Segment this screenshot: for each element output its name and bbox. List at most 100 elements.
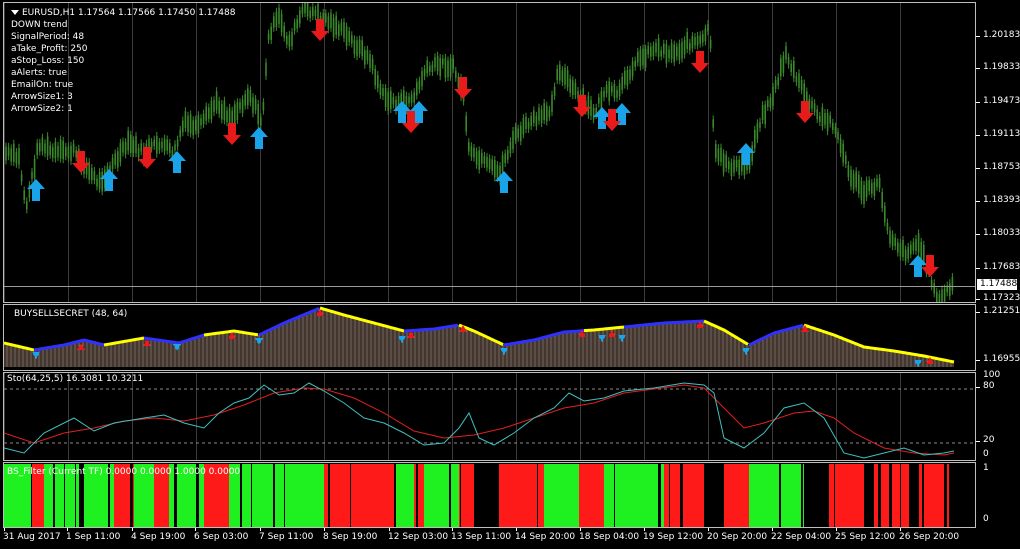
candle-body bbox=[735, 159, 738, 168]
candle-body bbox=[642, 48, 644, 66]
filter-gap bbox=[350, 464, 351, 527]
buysell-pane[interactable]: BUYSELLSECRET (48, 64) bbox=[3, 304, 976, 371]
filter-buy-bar bbox=[44, 464, 79, 527]
candle-body bbox=[559, 64, 561, 81]
candle-body bbox=[665, 43, 668, 64]
candle-body bbox=[85, 161, 88, 175]
time-label: 6 Sep 03:00 bbox=[194, 532, 249, 542]
param-line: aStop_Loss: 150 bbox=[11, 56, 85, 66]
candle-body bbox=[873, 181, 876, 196]
filter-gap bbox=[416, 464, 418, 527]
candle-body bbox=[798, 73, 800, 88]
candle-body bbox=[717, 148, 720, 162]
buy-arrow-icon bbox=[250, 127, 268, 149]
candle-body bbox=[361, 40, 363, 57]
candle-body bbox=[67, 146, 70, 159]
candle-body bbox=[897, 242, 899, 253]
candle-body bbox=[483, 155, 486, 164]
candle-body bbox=[811, 100, 813, 109]
trend-line bbox=[403, 323, 459, 333]
candle-body bbox=[296, 18, 298, 29]
candle-body bbox=[782, 55, 785, 73]
candle-body bbox=[75, 150, 77, 158]
price-tick: 1.17683 bbox=[983, 262, 1020, 272]
candle-body bbox=[312, 7, 314, 17]
candle-body bbox=[933, 283, 935, 294]
candle-body bbox=[57, 145, 59, 157]
candle-body bbox=[124, 142, 127, 155]
filter-sell-bar bbox=[204, 464, 229, 527]
candle-body bbox=[910, 244, 912, 255]
candle-body bbox=[306, 3, 309, 17]
buy-marker-icon bbox=[618, 335, 626, 342]
candle-body bbox=[416, 82, 418, 96]
main-chart-pane[interactable]: EURUSD,H1 1.17564 1.17566 1.17450 1.1748… bbox=[3, 2, 976, 303]
candle-body bbox=[696, 35, 699, 46]
candle-body bbox=[93, 171, 96, 181]
candle-body bbox=[793, 60, 795, 79]
filter-gap bbox=[273, 464, 275, 527]
candle-body bbox=[616, 90, 618, 98]
candle-body bbox=[161, 141, 163, 149]
candle-body bbox=[767, 100, 769, 107]
stochastic-pane[interactable]: Sto(64,25,5) 16.3081 10.3211 bbox=[3, 372, 976, 461]
candle-body bbox=[5, 146, 7, 161]
buy-marker-icon bbox=[598, 335, 606, 342]
candle-body bbox=[322, 12, 324, 23]
candle-body bbox=[325, 13, 327, 23]
time-axis[interactable]: 31 Aug 2017 1 Sep 11:00 4 Sep 19:00 6 Sep 0… bbox=[0, 528, 1020, 549]
candle-body bbox=[384, 88, 387, 108]
filter-gap bbox=[460, 464, 461, 527]
sell-arrow-icon bbox=[603, 109, 621, 131]
candle-body bbox=[317, 3, 319, 21]
candle-body bbox=[785, 46, 787, 60]
bs-filter-title: BS_Filter (Current TF) 0.0000 0.0000 1.0… bbox=[7, 467, 241, 477]
candle-body bbox=[507, 149, 509, 160]
buy-arrow-icon bbox=[393, 101, 411, 123]
stochastic-scale[interactable]: 100 80 20 0 bbox=[976, 370, 1020, 461]
trend-line bbox=[103, 336, 145, 347]
candle-body bbox=[280, 13, 283, 33]
candle-body bbox=[33, 158, 36, 179]
candle-body bbox=[520, 125, 522, 142]
buysell-scale[interactable]: 1.21251 1.169556 bbox=[976, 304, 1020, 371]
filter-scale-1: 1 bbox=[983, 463, 989, 473]
filter-gap bbox=[31, 464, 32, 527]
filter-gap bbox=[328, 464, 330, 527]
candle-body bbox=[70, 145, 72, 161]
price-scale[interactable]: 1.20183 1.19833 1.19473 1.19113 1.18753 1.183… bbox=[976, 2, 1020, 303]
candle-body bbox=[712, 119, 714, 128]
candle-body bbox=[709, 39, 712, 49]
candle-body bbox=[595, 107, 597, 115]
buy-arrow-icon bbox=[593, 107, 611, 129]
filter-gap bbox=[449, 464, 451, 527]
candle-body bbox=[122, 141, 124, 153]
bs-filter-pane[interactable]: BS_Filter (Current TF) 0.0000 0.0000 1.0… bbox=[3, 462, 976, 528]
filter-gap bbox=[900, 464, 901, 527]
buy-marker-icon bbox=[742, 348, 750, 355]
price-tick: 1.19113 bbox=[983, 129, 1020, 139]
candle-body bbox=[343, 22, 345, 39]
indicator-params: SignalPeriod: 48 aTake_Profit: 250 aStop… bbox=[11, 31, 235, 115]
candle-body bbox=[88, 162, 90, 180]
candle-body bbox=[865, 180, 868, 198]
candle-body bbox=[733, 159, 735, 173]
candle-body bbox=[117, 151, 119, 168]
bs-filter-scale[interactable]: 1 0 bbox=[976, 462, 1020, 528]
candle-body bbox=[174, 144, 176, 151]
time-label: 1 Sep 11:00 bbox=[66, 532, 121, 542]
candle-body bbox=[39, 142, 41, 152]
candle-body bbox=[132, 140, 135, 153]
candle-body bbox=[374, 68, 376, 86]
buy-marker-icon bbox=[32, 352, 40, 359]
candle-body bbox=[10, 148, 12, 162]
trend-line bbox=[143, 333, 205, 345]
candle-body bbox=[158, 141, 161, 151]
candle-body bbox=[382, 88, 384, 97]
stochastic-title: Sto(64,25,5) 16.3081 10.3211 bbox=[7, 374, 144, 384]
candle-body bbox=[418, 80, 421, 90]
candle-body bbox=[941, 289, 943, 302]
candle-body bbox=[533, 110, 535, 123]
dropdown-icon[interactable] bbox=[11, 10, 19, 15]
candle-body bbox=[486, 156, 488, 168]
